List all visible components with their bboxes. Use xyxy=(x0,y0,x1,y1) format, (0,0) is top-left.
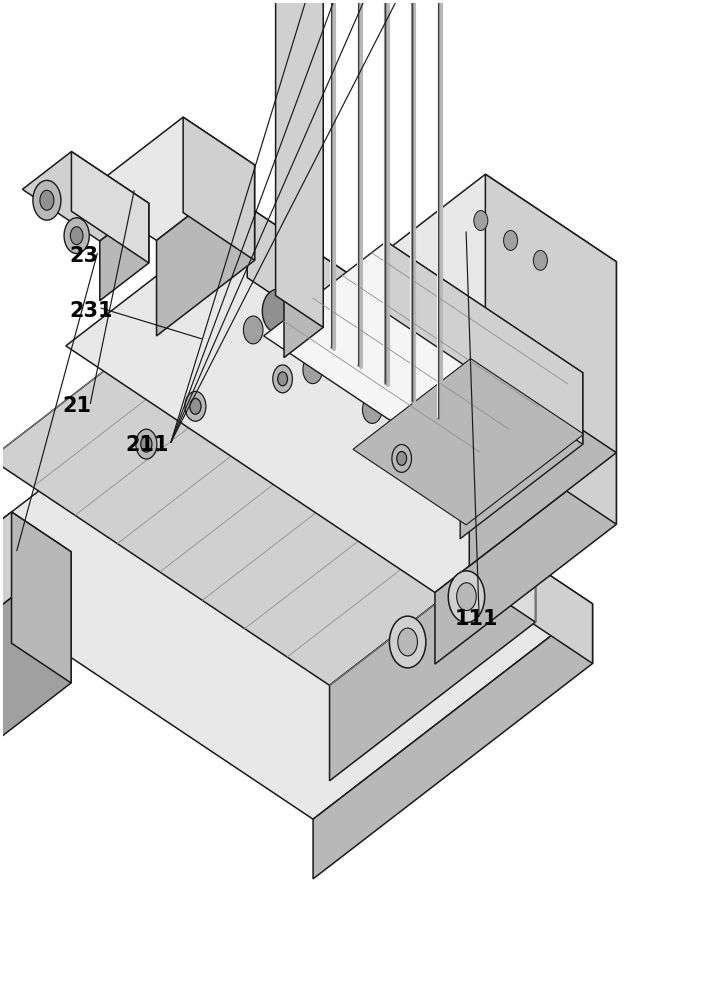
Circle shape xyxy=(303,356,323,384)
Circle shape xyxy=(397,451,407,465)
Circle shape xyxy=(397,628,417,656)
Circle shape xyxy=(392,445,412,472)
Circle shape xyxy=(457,583,477,611)
Circle shape xyxy=(140,436,152,452)
Polygon shape xyxy=(217,353,592,663)
Polygon shape xyxy=(11,512,71,683)
Polygon shape xyxy=(338,174,616,375)
Polygon shape xyxy=(23,152,149,241)
Polygon shape xyxy=(157,165,255,336)
Circle shape xyxy=(40,190,54,210)
Polygon shape xyxy=(460,373,582,539)
Polygon shape xyxy=(353,359,584,525)
Circle shape xyxy=(190,398,201,414)
Polygon shape xyxy=(486,174,616,453)
Polygon shape xyxy=(264,241,582,467)
Polygon shape xyxy=(0,552,71,740)
Circle shape xyxy=(519,412,537,438)
Polygon shape xyxy=(469,262,616,566)
Circle shape xyxy=(64,218,89,254)
Polygon shape xyxy=(0,512,71,608)
Text: 211: 211 xyxy=(126,435,169,455)
Polygon shape xyxy=(66,206,616,592)
Circle shape xyxy=(277,372,287,386)
Text: 231: 231 xyxy=(69,301,113,321)
Polygon shape xyxy=(313,604,592,879)
Text: 111: 111 xyxy=(455,609,498,629)
Polygon shape xyxy=(100,203,149,301)
Circle shape xyxy=(244,316,263,344)
Polygon shape xyxy=(183,117,255,260)
Circle shape xyxy=(474,211,488,231)
Circle shape xyxy=(448,571,485,623)
Polygon shape xyxy=(275,0,323,327)
Circle shape xyxy=(33,180,61,220)
Text: 21: 21 xyxy=(62,396,91,416)
Polygon shape xyxy=(386,241,582,444)
Polygon shape xyxy=(0,300,535,685)
Circle shape xyxy=(263,289,293,333)
Circle shape xyxy=(510,400,546,450)
Circle shape xyxy=(412,358,431,386)
Polygon shape xyxy=(85,117,255,240)
Polygon shape xyxy=(196,300,535,622)
Polygon shape xyxy=(247,206,616,524)
Polygon shape xyxy=(71,152,149,263)
Circle shape xyxy=(362,396,382,423)
Circle shape xyxy=(185,391,206,421)
Polygon shape xyxy=(330,527,535,781)
Circle shape xyxy=(71,227,83,245)
Polygon shape xyxy=(284,0,323,358)
Circle shape xyxy=(136,429,157,459)
Circle shape xyxy=(503,231,517,250)
Polygon shape xyxy=(435,453,616,664)
Text: 23: 23 xyxy=(69,246,98,266)
Circle shape xyxy=(292,278,312,306)
Circle shape xyxy=(273,365,292,393)
Circle shape xyxy=(533,250,547,270)
Polygon shape xyxy=(0,353,592,819)
Circle shape xyxy=(390,616,426,668)
